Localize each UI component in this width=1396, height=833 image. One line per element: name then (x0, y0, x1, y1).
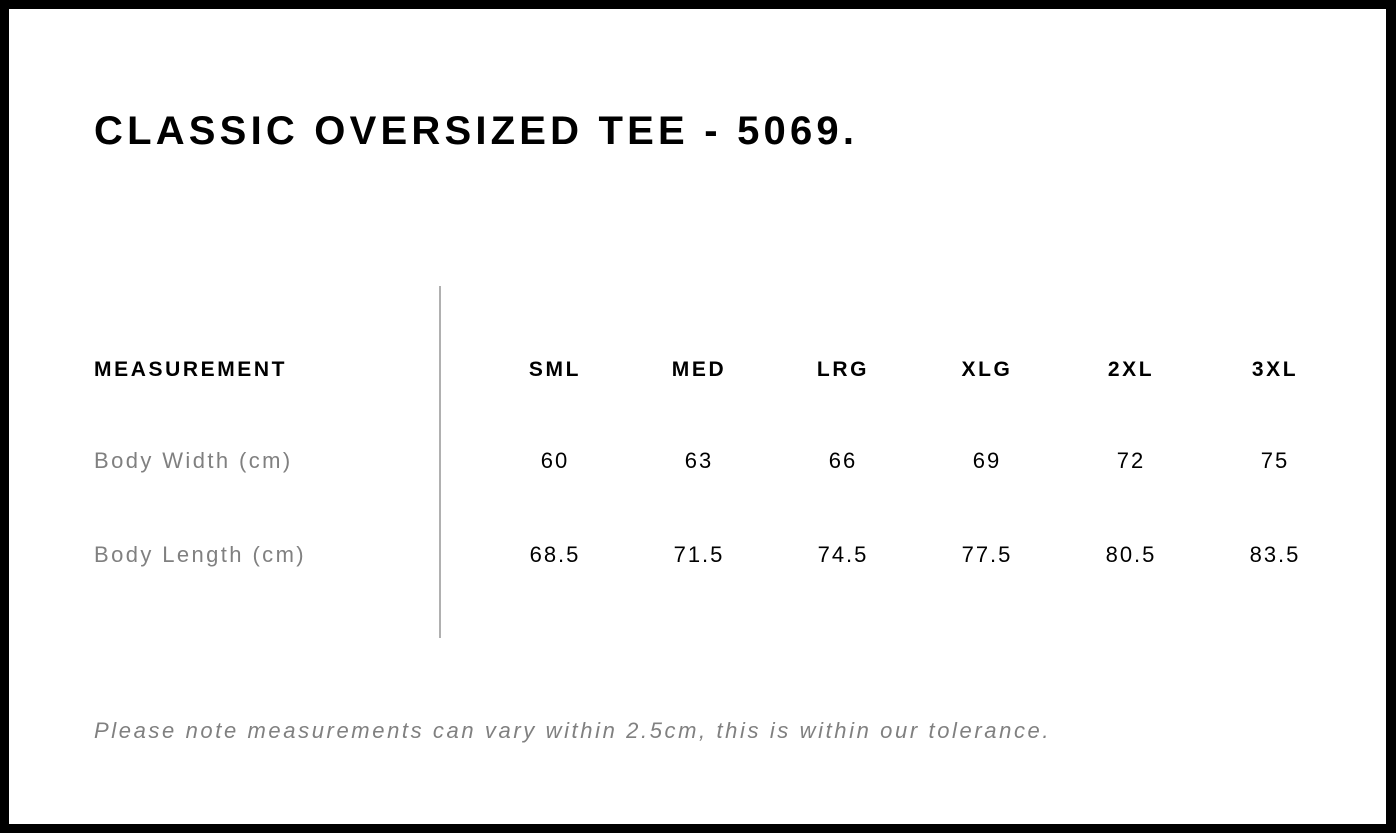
page-title: CLASSIC OVERSIZED TEE - 5069. (94, 109, 859, 153)
size-header-2xl: 2XL (1107, 358, 1155, 381)
tolerance-note: Please note measurements can vary within… (94, 718, 1052, 743)
measurement-header: MEASUREMENT (94, 358, 288, 381)
table-cell: 77.5 (961, 542, 1013, 567)
row-label: Body Width (cm) (94, 448, 293, 473)
table-cell: 75 (1260, 448, 1290, 473)
table-cell: 74.5 (817, 542, 869, 567)
size-header-3xl: 3XL (1251, 358, 1299, 381)
table-cell: 80.5 (1105, 542, 1157, 567)
table-cell: 68.5 (529, 542, 581, 567)
column-divider (439, 286, 441, 638)
row-label: Body Length (cm) (94, 542, 307, 567)
table-cell: 69 (972, 448, 1002, 473)
table-cell: 83.5 (1249, 542, 1301, 567)
size-header-med: MED (671, 358, 727, 381)
table-cell: 72 (1116, 448, 1146, 473)
table-cell: 66 (828, 448, 858, 473)
table-cell: 71.5 (673, 542, 725, 567)
table-cell: 60 (540, 448, 570, 473)
size-header-lrg: LRG (816, 358, 870, 381)
size-header-xlg: XLG (961, 358, 1013, 381)
size-chart-card: CLASSIC OVERSIZED TEE - 5069. MEASUREMEN… (9, 9, 1386, 824)
size-header-sml: SML (528, 358, 582, 381)
table-cell: 63 (684, 448, 714, 473)
